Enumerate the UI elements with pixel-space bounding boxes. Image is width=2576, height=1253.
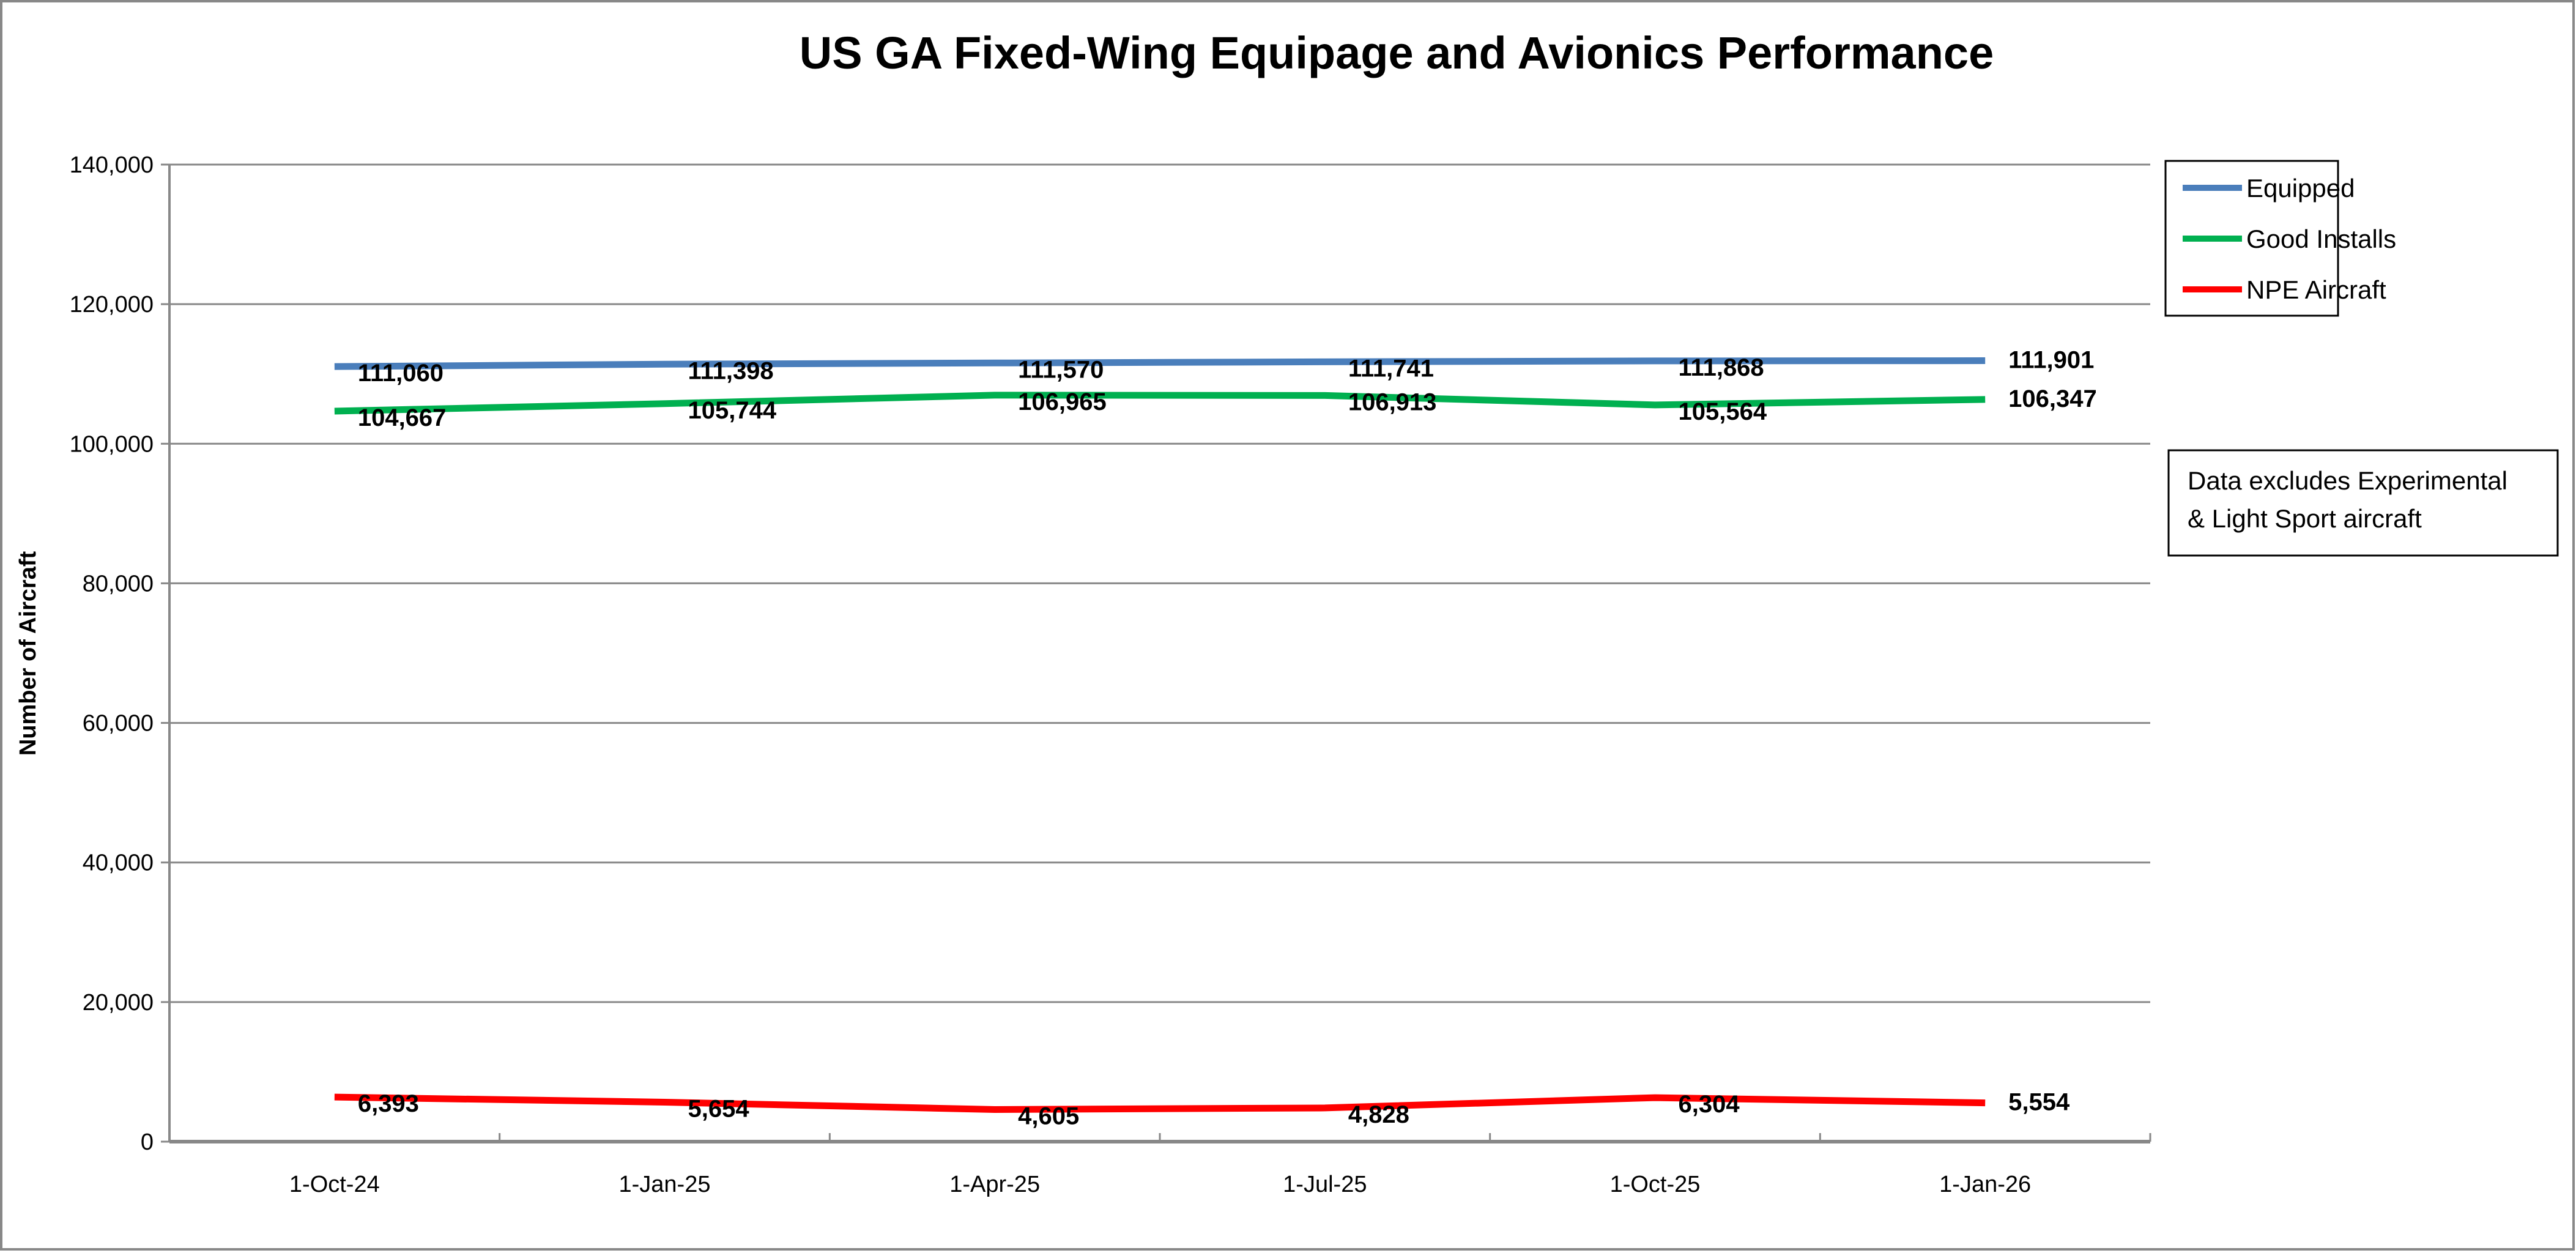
x-tick-label: 1-Oct-24 [289, 1172, 380, 1197]
chart-title: US GA Fixed-Wing Equipage and Avionics P… [800, 28, 1994, 78]
legend-label: NPE Aircraft [2246, 275, 2386, 304]
series-line-npe-aircraft [334, 1093, 1986, 1113]
data-label: 106,913 [1348, 389, 1437, 415]
data-label: 6,304 [1679, 1091, 1740, 1118]
data-label: 111,901 [2008, 347, 2094, 374]
data-label: 6,393 [358, 1090, 419, 1117]
data-label: 111,868 [1679, 354, 1764, 381]
y-tick-label: 120,000 [70, 292, 154, 318]
x-tick-label: 1-Jan-26 [1939, 1172, 2031, 1197]
legend-label: Good Installs [2246, 225, 2396, 253]
y-tick-label: 20,000 [83, 990, 154, 1016]
y-tick-label: 60,000 [83, 711, 154, 737]
x-tick-label: 1-Oct-25 [1610, 1172, 1701, 1197]
y-tick-label: 40,000 [83, 850, 154, 876]
annotation-box: Data excludes Experimental & Light Sport… [2167, 449, 2559, 557]
data-label: 104,667 [358, 404, 447, 431]
data-label: 105,564 [1679, 398, 1767, 425]
data-label: 111,060 [358, 360, 444, 387]
y-axis-label: Number of Aircraft [15, 551, 41, 756]
series-line-equipped [334, 357, 1986, 370]
data-label: 106,347 [2008, 385, 2097, 412]
data-label: 5,654 [688, 1096, 750, 1123]
series-line-good-installs [334, 392, 1986, 415]
y-tick-label: 80,000 [83, 571, 154, 597]
y-tick-label: 0 [141, 1129, 154, 1155]
data-label: 111,398 [688, 357, 774, 384]
x-tick-label: 1-Jul-25 [1283, 1172, 1367, 1197]
annotation-line-1: Data excludes Experimental [2188, 466, 2507, 495]
data-label: 111,570 [1018, 356, 1104, 383]
x-tick-label: 1-Jan-25 [619, 1172, 711, 1197]
data-label: 4,605 [1018, 1102, 1079, 1129]
legend-label: Equipped [2246, 174, 2355, 203]
data-label: 105,744 [688, 397, 777, 424]
legend: Equipped Good Installs NPE Aircraft [2164, 160, 2396, 317]
data-label: 5,554 [2008, 1089, 2070, 1116]
x-tick-label: 1-Apr-25 [949, 1172, 1040, 1197]
data-label: 111,741 [1348, 355, 1434, 382]
data-label: 4,828 [1348, 1101, 1409, 1128]
annotation-line-2: & Light Sport aircraft [2188, 504, 2422, 533]
y-tick-label: 100,000 [70, 431, 154, 457]
data-label: 106,965 [1018, 389, 1107, 415]
y-tick-label: 140,000 [70, 152, 154, 178]
